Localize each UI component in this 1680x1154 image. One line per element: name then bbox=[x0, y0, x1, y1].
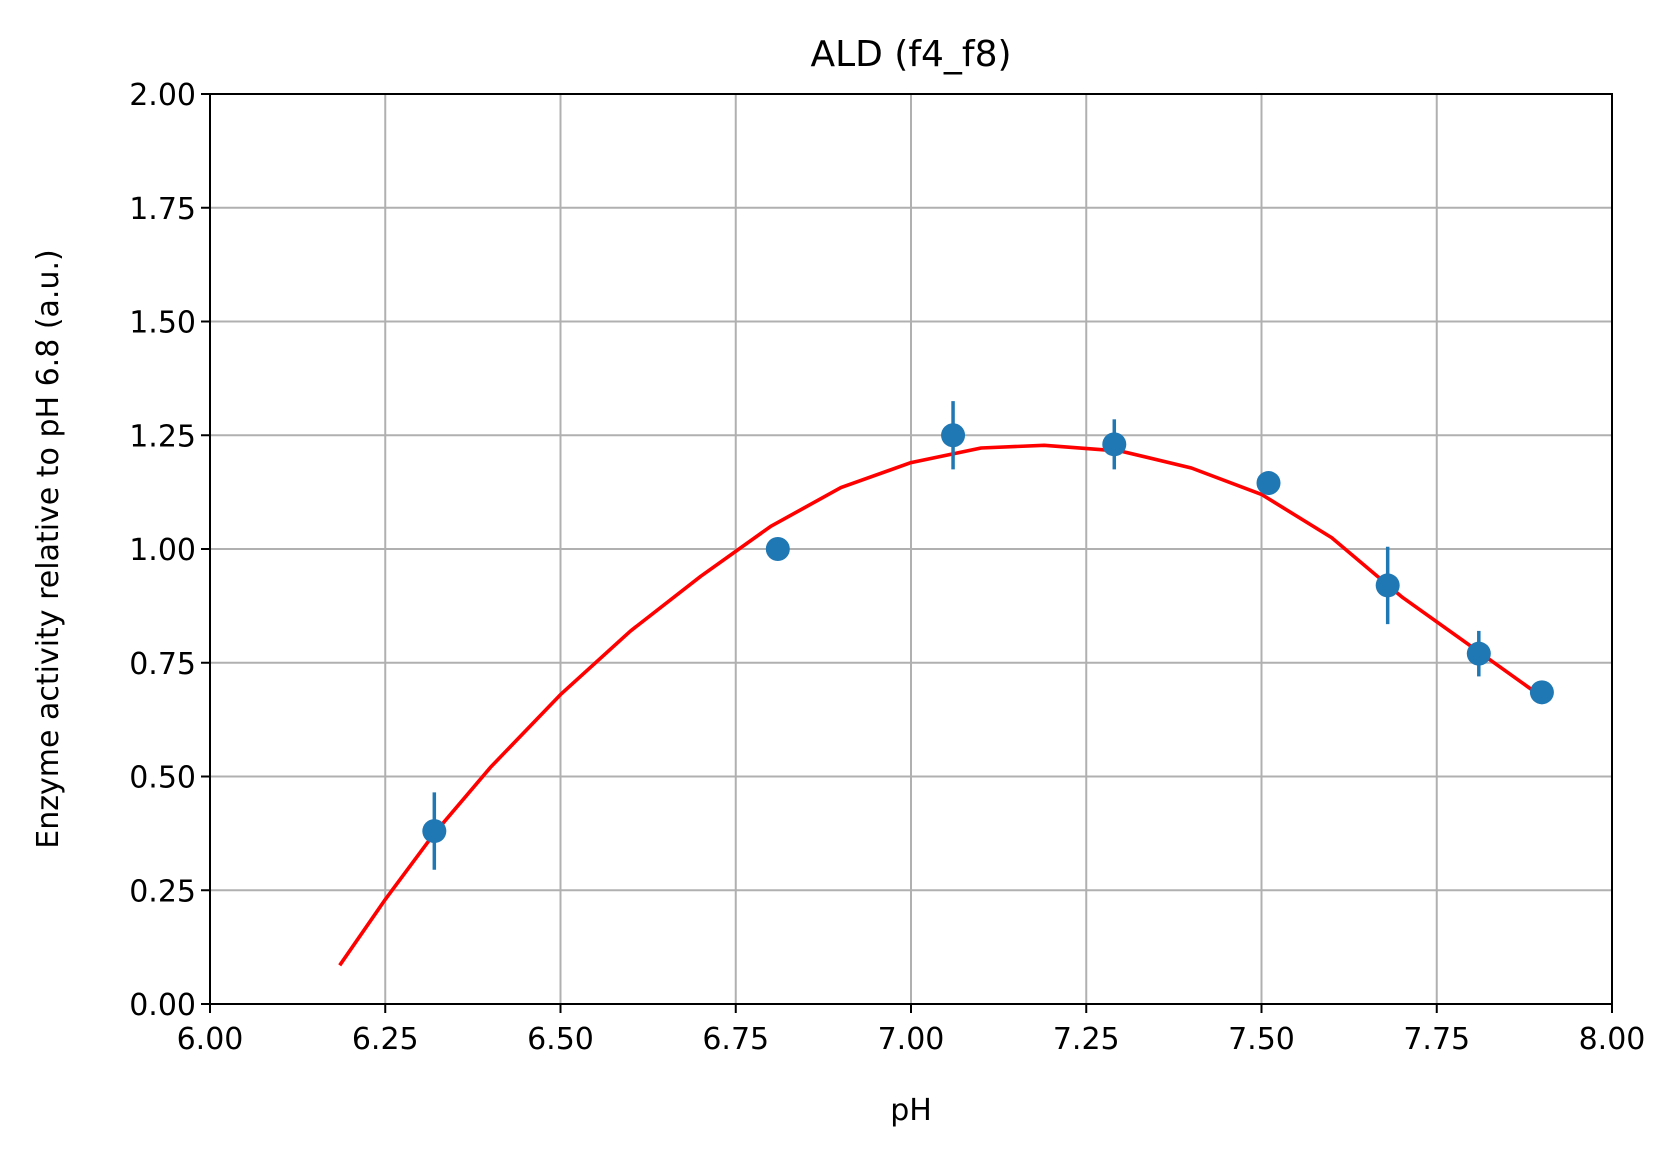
x-axis-label: pH bbox=[890, 1093, 932, 1128]
y-tick-label: 0.50 bbox=[129, 761, 196, 796]
y-tick-label: 1.75 bbox=[129, 192, 196, 227]
data-point bbox=[765, 537, 790, 561]
x-tick-label: 7.25 bbox=[1053, 1022, 1120, 1057]
x-tick-label: 8.00 bbox=[1579, 1022, 1646, 1057]
data-point bbox=[1375, 573, 1400, 598]
data-points-layer bbox=[422, 401, 1554, 870]
fit-curve bbox=[338, 443, 1543, 967]
x-tick-label: 7.50 bbox=[1228, 1022, 1295, 1057]
data-point bbox=[422, 819, 447, 844]
data-point bbox=[941, 423, 966, 448]
x-tick-label: 7.00 bbox=[878, 1022, 945, 1057]
y-axis-ticks: 0.00 0.25 0.50 0.75 1.00 1.25 1.50 1.75 2.00 bbox=[129, 78, 210, 1023]
y-tick-label: 1.50 bbox=[129, 306, 196, 341]
data-point bbox=[1256, 471, 1281, 496]
y-axis-label: Enzyme activity relative to pH 6.8 (a.u.… bbox=[31, 249, 66, 848]
chart-title: ALD (f4_f8) bbox=[810, 34, 1011, 75]
x-tick-label: 6.50 bbox=[527, 1022, 594, 1057]
x-tick-label: 6.25 bbox=[352, 1022, 419, 1057]
y-tick-label: 1.25 bbox=[129, 419, 196, 454]
data-point bbox=[1466, 641, 1491, 666]
y-tick-label: 0.25 bbox=[129, 874, 196, 909]
x-tick-label: 7.75 bbox=[1403, 1022, 1470, 1057]
y-tick-label: 0.75 bbox=[129, 647, 196, 682]
fit-curve-layer bbox=[338, 443, 1543, 967]
data-point bbox=[1529, 680, 1554, 705]
x-tick-label: 6.75 bbox=[702, 1022, 769, 1057]
x-axis-ticks: 6.00 6.25 6.50 6.75 7.00 7.25 7.50 7.75 8.00 bbox=[177, 1004, 1646, 1057]
y-tick-label: 0.00 bbox=[129, 988, 196, 1023]
y-tick-label: 2.00 bbox=[129, 78, 196, 113]
x-tick-label: 6.00 bbox=[177, 1022, 244, 1057]
data-point bbox=[1102, 432, 1127, 457]
y-tick-label: 1.00 bbox=[129, 533, 196, 568]
